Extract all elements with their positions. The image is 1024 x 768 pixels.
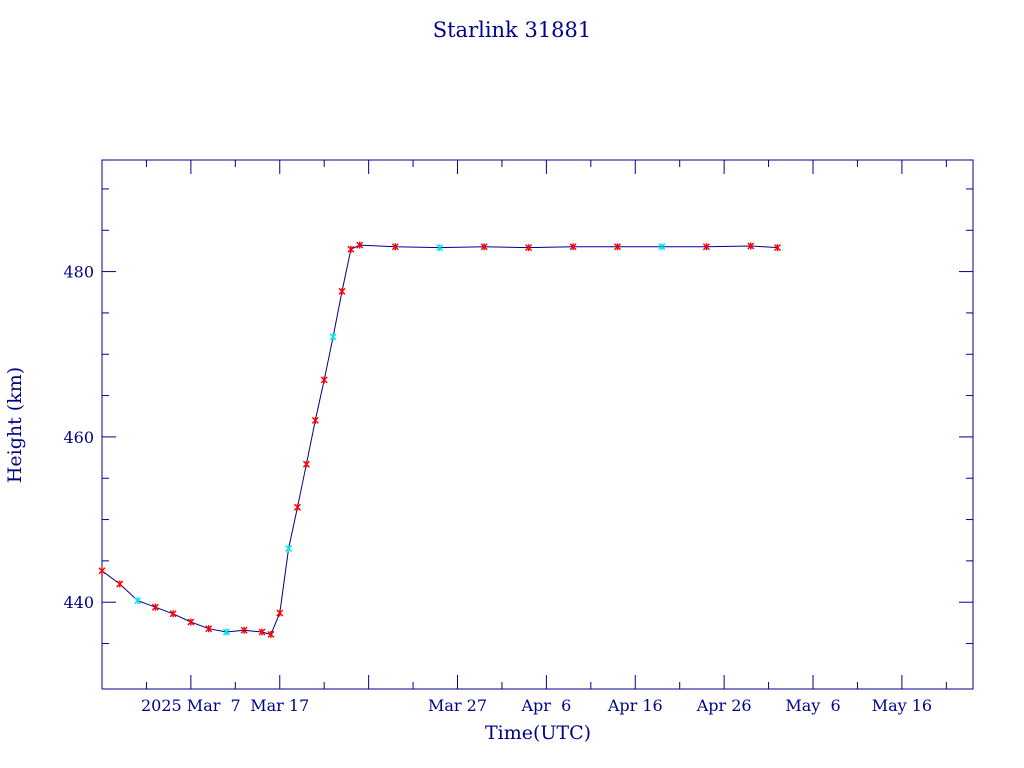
- data-point: [356, 241, 364, 249]
- height-series-points: [98, 241, 781, 638]
- x-tick-label: Mar 17: [250, 696, 309, 715]
- x-axis-label: Time(UTC): [485, 722, 591, 744]
- data-point: [338, 287, 346, 295]
- y-axis-ticks: 440 460 480: [63, 188, 973, 645]
- height-series-line: [101, 244, 778, 635]
- data-point: [294, 503, 301, 511]
- x-tick-label: May 16: [872, 696, 932, 715]
- data-point: [151, 603, 159, 611]
- data-point: [774, 244, 781, 252]
- x-tick-label: Apr 16: [607, 696, 663, 715]
- data-point: [240, 626, 248, 634]
- y-tick-label: 460: [63, 428, 94, 447]
- x-tick-label: Apr 26: [696, 696, 752, 715]
- x-axis-ticks: 2025 Mar 7 Mar 17 Mar 27 Apr 6 Apr 16 Apr 26 M…: [141, 160, 947, 715]
- data-point: [302, 460, 310, 468]
- data-point: [134, 597, 142, 605]
- data-point: [747, 242, 755, 250]
- data-point: [276, 609, 284, 617]
- data-point: [258, 628, 266, 636]
- data-point: [702, 243, 710, 251]
- data-point: [658, 243, 666, 251]
- chart-title: Starlink 31881: [433, 18, 592, 42]
- data-point: [614, 243, 621, 251]
- data-point: [525, 244, 533, 252]
- x-tick-label: Mar 27: [428, 696, 487, 715]
- data-point: [436, 244, 444, 252]
- plot-frame: [101, 159, 974, 690]
- data-point: [391, 243, 399, 251]
- y-tick-label: 480: [63, 263, 94, 282]
- data-point: [98, 567, 106, 575]
- x-tick-label: 2025 Mar 7: [141, 696, 241, 715]
- data-point: [267, 630, 275, 638]
- x-tick-label: Apr 6: [520, 696, 571, 715]
- y-tick-label: 440: [63, 593, 94, 612]
- data-point: [187, 618, 195, 626]
- data-point: [569, 243, 577, 251]
- data-point: [320, 376, 328, 384]
- data-point: [205, 625, 213, 633]
- x-tick-label: May 6: [785, 696, 840, 715]
- data-point: [329, 333, 337, 341]
- data-point: [222, 628, 230, 636]
- y-axis-label: Height (km): [4, 367, 26, 483]
- data-point: [169, 610, 177, 618]
- series-line: [101, 244, 778, 635]
- data-point: [311, 416, 319, 424]
- data-point: [116, 580, 124, 588]
- data-point: [347, 245, 355, 253]
- data-point: [285, 545, 293, 552]
- data-point: [480, 243, 488, 251]
